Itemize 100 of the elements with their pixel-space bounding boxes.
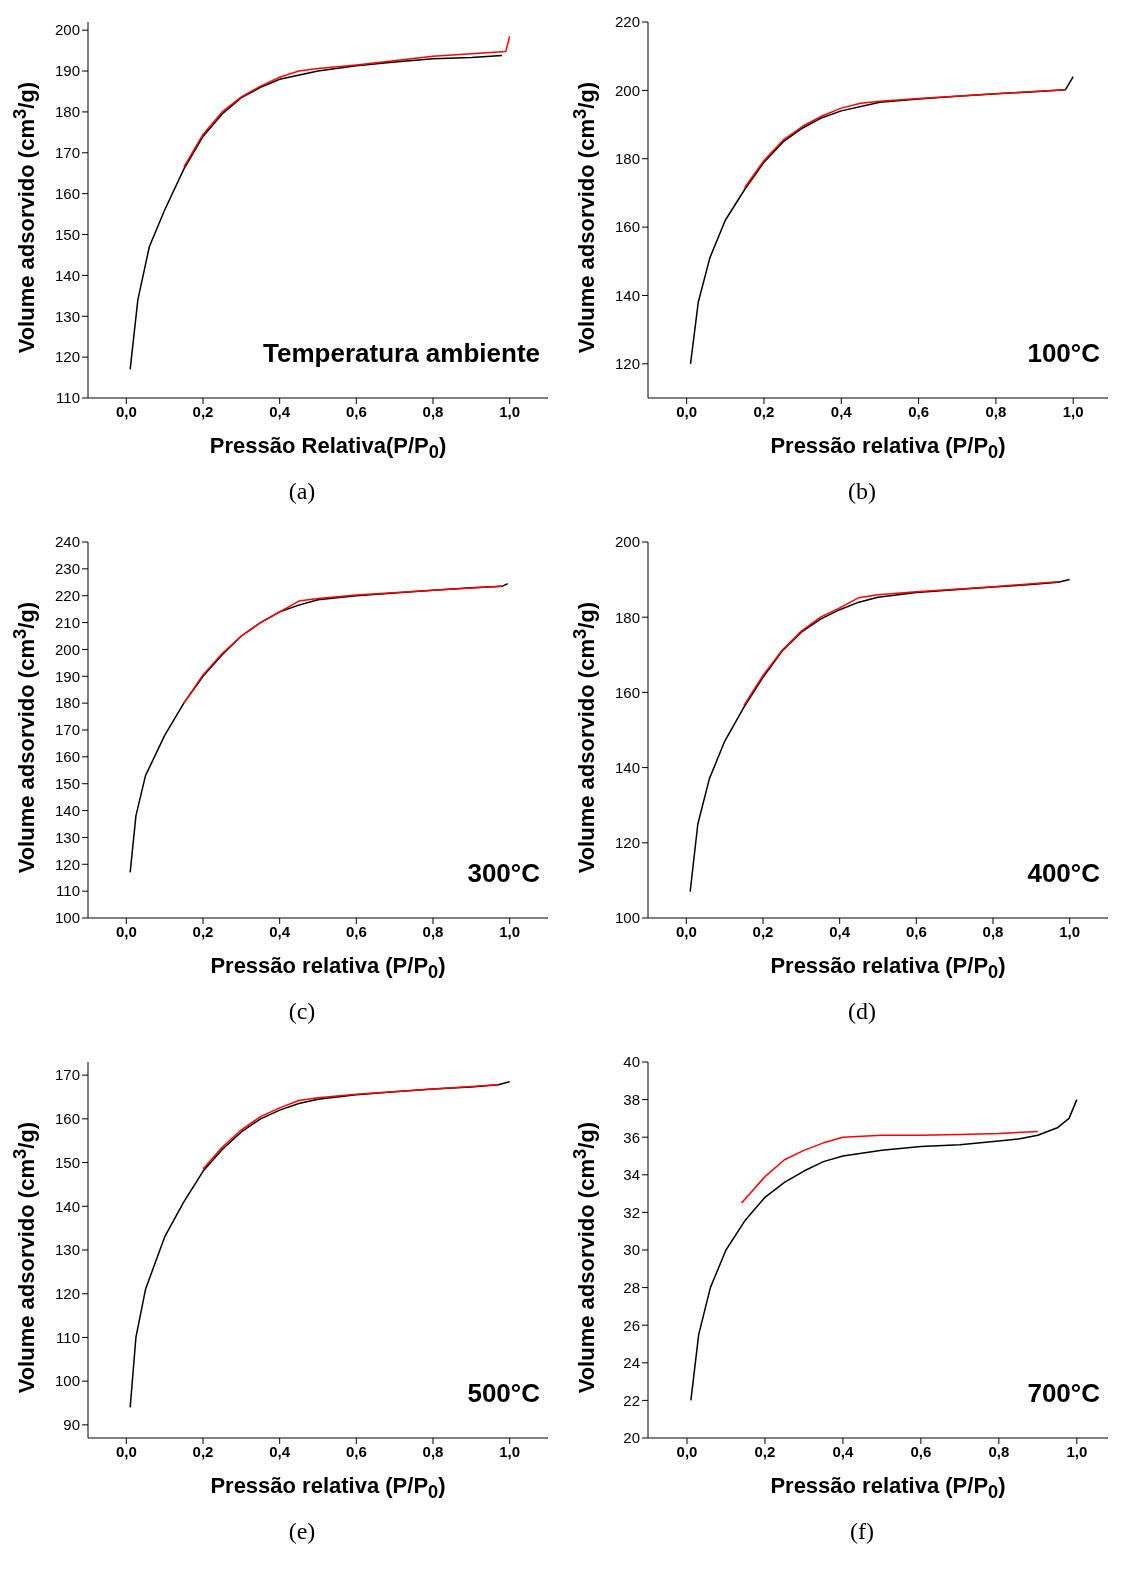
x-tick-label: 0,0 (115, 922, 137, 940)
x-tick-label: 0,4 (832, 1442, 854, 1460)
y-tick-label: 190 (54, 667, 80, 685)
y-tick-label: 22 (623, 1391, 640, 1409)
x-tick-label: 1,0 (1062, 402, 1084, 420)
x-tick-label: 0,0 (675, 922, 697, 940)
line-series (202, 1083, 499, 1170)
text: (b) (847, 478, 877, 505)
x-tick-label: 0,4 (829, 922, 851, 940)
y-tick-label: 150 (54, 225, 80, 243)
y-tick-label: 160 (54, 184, 80, 202)
y-tick-label: 110 (56, 389, 80, 407)
y-tick-label: 120 (54, 855, 80, 873)
x-tick-label: 0,8 (988, 1442, 1010, 1460)
y-tick-label: 28 (623, 1278, 640, 1296)
y-tick-label: 110 (56, 1328, 80, 1346)
y-tick-label: 120 (614, 834, 640, 852)
y-tick-label: 180 (614, 150, 640, 168)
y-tick-label: 90 (63, 1416, 80, 1434)
line-series (743, 88, 1067, 189)
y-tick-label: 32 (623, 1203, 640, 1221)
x-axis-title: Pressão relativa (P/P$_{0}$) (209, 1473, 447, 1504)
y-tick-label: 100 (54, 909, 80, 927)
line-series (183, 585, 503, 704)
line-series (183, 35, 511, 168)
y-tick-label: 210 (54, 613, 80, 631)
y-tick-label: 40 (623, 1053, 640, 1071)
x-axis-title: Pressão relativa (P/P$_{0}$) (209, 953, 447, 984)
x-tick-label: 1,0 (499, 922, 521, 940)
y-tick-label: 140 (614, 286, 640, 304)
x-tick-label: 0,2 (754, 1442, 776, 1460)
y-tick-label: 100 (54, 1372, 80, 1390)
x-tick-label: 0,4 (269, 922, 291, 940)
x-tick-label: 0,6 (345, 402, 367, 420)
y-tick-label: 160 (614, 218, 640, 236)
x-tick-label: 0,2 (192, 1442, 214, 1460)
x-tick-label: 0,4 (269, 402, 291, 420)
x-tick-label: 0,2 (192, 402, 214, 420)
x-axis-title: Pressão relativa (P/P$_{0}$) (769, 433, 1007, 464)
y-tick-label: 130 (54, 307, 80, 325)
x-tick-label: 0,6 (905, 922, 927, 940)
x-tick-label: 0,6 (345, 922, 367, 940)
y-tick-label: 150 (54, 1153, 80, 1171)
y-tick-label: 24 (623, 1354, 640, 1372)
text: (e) (287, 1518, 317, 1545)
x-tick-label: 0,4 (269, 1442, 291, 1460)
y-tick-label: 20 (623, 1429, 640, 1447)
y-tick-label: 180 (54, 694, 80, 712)
y-tick-label: 240 (54, 533, 80, 551)
text: (f) (849, 1518, 875, 1545)
x-tick-label: 0,0 (676, 1442, 698, 1460)
y-tick-label: 36 (623, 1128, 640, 1146)
y-tick-label: 130 (54, 1241, 80, 1259)
y-tick-label: 38 (623, 1090, 640, 1108)
y-tick-label: 120 (614, 355, 640, 373)
y-tick-label: 120 (54, 1285, 80, 1303)
y-tick-label: 140 (614, 758, 640, 776)
x-tick-label: 0,8 (422, 402, 444, 420)
y-tick-label: 180 (614, 608, 640, 626)
annotation: 700°C (1027, 1378, 1100, 1409)
y-tick-label: 230 (54, 560, 80, 578)
y-tick-label: 220 (54, 587, 80, 605)
y-tick-label: 200 (614, 81, 640, 99)
x-tick-label: 0,0 (676, 402, 698, 420)
x-tick-label: 0,0 (115, 1442, 137, 1460)
y-tick-label: 170 (54, 144, 80, 162)
text: (c) (287, 998, 317, 1025)
text: (d) (847, 998, 877, 1025)
y-tick-label: 220 (614, 13, 640, 31)
y-tick-label: 100 (614, 909, 640, 927)
line-series (743, 581, 1059, 707)
text: (a) (287, 478, 317, 505)
x-tick-label: 1,0 (499, 1442, 521, 1460)
y-tick-label: 34 (623, 1166, 640, 1184)
x-tick-label: 0,8 (982, 922, 1004, 940)
x-tick-label: 0,0 (115, 402, 137, 420)
y-tick-label: 150 (54, 775, 80, 793)
x-tick-label: 0,6 (345, 1442, 367, 1460)
x-axis-title: Pressão Relativa(P/P$_{0}$) (208, 433, 448, 464)
y-tick-label: 170 (54, 721, 80, 739)
y-tick-label: 30 (623, 1241, 640, 1259)
y-tick-label: 160 (614, 683, 640, 701)
x-tick-label: 0,8 (422, 922, 444, 940)
annotation: 400°C (1027, 858, 1100, 889)
x-axis-title: Pressão relativa (P/P$_{0}$) (769, 953, 1007, 984)
x-tick-label: 0,8 (422, 1442, 444, 1460)
y-tick-label: 140 (54, 801, 80, 819)
annotation: 300°C (467, 858, 540, 889)
x-tick-label: 1,0 (1059, 922, 1081, 940)
line-series (740, 1130, 1039, 1204)
y-tick-label: 190 (54, 62, 80, 80)
y-tick-label: 120 (54, 348, 80, 366)
y-tick-label: 200 (614, 533, 640, 551)
annotation: Temperatura ambiente (263, 338, 540, 369)
x-tick-label: 0,2 (192, 922, 214, 940)
y-tick-label: 160 (54, 748, 80, 766)
x-tick-label: 0,4 (830, 402, 853, 420)
x-tick-label: 1,0 (499, 402, 521, 420)
y-tick-label: 140 (54, 266, 80, 284)
x-tick-label: 0,8 (985, 402, 1007, 420)
